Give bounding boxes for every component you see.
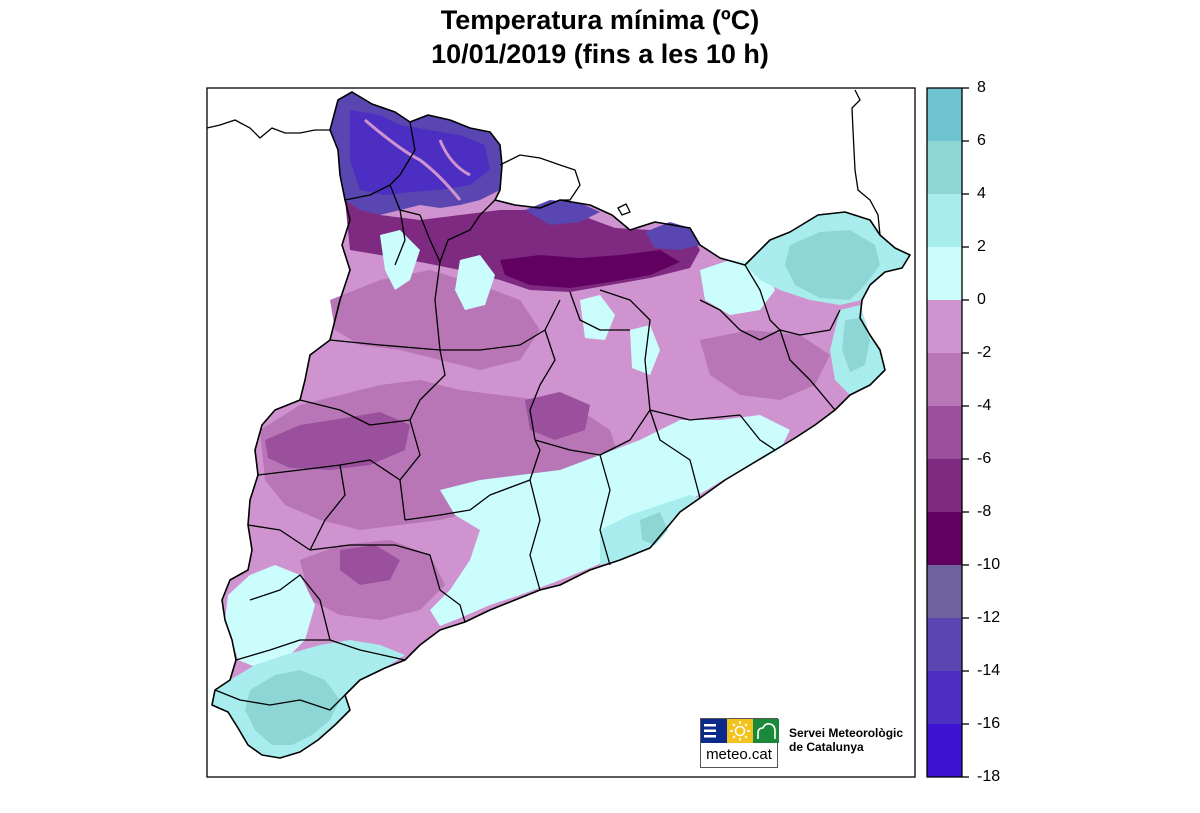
- zone-0-2: [380, 230, 420, 290]
- comarca-border: [309, 464, 346, 551]
- colorbar-tick-label: 4: [977, 185, 986, 202]
- comarca-border: [649, 409, 701, 499]
- zone-minus4-minus6: [525, 392, 590, 440]
- comarca-border: [247, 524, 311, 551]
- colorbar-tick-label: -18: [977, 768, 1001, 785]
- colorbar-tick-label: -12: [977, 609, 1001, 626]
- comarca-border: [344, 184, 406, 266]
- comarca-border: [409, 299, 446, 421]
- colorbar-tick-label: -8: [977, 503, 992, 520]
- colorbar-bin: [927, 88, 962, 141]
- comarca-border: [529, 479, 541, 591]
- comarca-borders: [214, 121, 841, 711]
- colorbar-tick-label: 0: [977, 291, 986, 308]
- zone-0-2: [455, 255, 495, 310]
- zone-0-2: [630, 325, 660, 375]
- zone-4-6: [785, 230, 880, 300]
- logo-text: meteo.cat: [706, 746, 772, 763]
- zone-0-2: [430, 415, 790, 626]
- zone-canigo-peaks: [645, 222, 700, 250]
- zone-minus4-minus6: [340, 545, 400, 585]
- comarca-border: [599, 454, 611, 566]
- france-spain-border-west: [206, 119, 330, 139]
- colorbar-tick-label: -6: [977, 450, 992, 467]
- zone-minus8-minus10: [500, 250, 680, 288]
- map-subtitle-date: 10/01/2019 (fins a les 10 h): [431, 39, 769, 69]
- llivia-enclave: [617, 203, 631, 216]
- colorbar-tick-label: -2: [977, 344, 992, 361]
- colorbar-tick-label: 6: [977, 132, 986, 149]
- colorbar-tick-label: -14: [977, 662, 1001, 679]
- colorbar-bin: [927, 512, 962, 565]
- colorbar-tick-label: 2: [977, 238, 986, 255]
- comarca-border: [439, 589, 466, 623]
- colorbar-tick-label: -10: [977, 556, 1001, 573]
- comarca-border: [599, 289, 741, 421]
- organization-line1: Servei Meteorològic: [789, 726, 904, 740]
- comarca-border: [569, 291, 630, 331]
- comarca-border: [699, 299, 781, 341]
- comarca-border: [779, 329, 836, 411]
- comarca-border: [404, 439, 541, 521]
- colorbar-bin: [927, 406, 962, 459]
- neighbour-borders: [206, 89, 881, 236]
- colorbar-bin: [927, 353, 962, 406]
- comarca-border: [399, 209, 441, 301]
- organization-name: Servei Meteorològic de Catalunya: [789, 726, 903, 754]
- map-title: Temperatura mínima (ºC): [440, 5, 760, 35]
- catalonia-outline: [211, 91, 911, 759]
- comarca-border: [389, 121, 416, 186]
- colorbar-frame: [926, 87, 963, 778]
- colorbar-bin: [927, 141, 962, 194]
- logo-sun-icon: [727, 719, 753, 743]
- logo-waves-icon: [701, 719, 727, 743]
- zone-high-pyrenees-deep: [350, 110, 490, 195]
- zone-minus2-minus4: [700, 330, 830, 400]
- comarca-border: [739, 414, 776, 451]
- zone-0-2: [580, 295, 615, 340]
- zone-4-6: [245, 670, 340, 745]
- colorbar-bin: [927, 459, 962, 512]
- france-coast: [851, 89, 881, 236]
- comarca-border: [309, 544, 441, 591]
- colorbar-bin: [927, 300, 962, 353]
- comarca-border: [399, 419, 421, 521]
- comarca-border: [249, 574, 406, 661]
- colorbar-tick-label: -16: [977, 715, 1001, 732]
- catalonia-territory: [211, 91, 911, 759]
- comarca-border: [329, 339, 441, 351]
- zone-4-6: [640, 512, 668, 545]
- colorbar-tick-label: -4: [977, 397, 992, 414]
- colorbar: [926, 87, 969, 778]
- comarca-border: [440, 299, 561, 351]
- comarca-border: [214, 689, 346, 711]
- logo-cloud-icon: [753, 719, 779, 743]
- colorbar-tick-label: 8: [977, 79, 986, 96]
- colorbar-bin: [927, 565, 962, 618]
- colorbar-bin: [927, 671, 962, 724]
- meteocat-logo: meteo.cat: [700, 718, 779, 768]
- comarca-border: [529, 329, 556, 441]
- zone-4-6: [842, 318, 870, 372]
- colorbar-bin: [927, 247, 962, 300]
- andorra-border: [499, 154, 581, 201]
- colorbar-bin: [927, 724, 962, 777]
- zone-valley-lines: [364, 118, 471, 201]
- comarca-border: [299, 399, 411, 426]
- organization-line2: de Catalunya: [789, 740, 864, 754]
- comarca-border: [235, 639, 330, 661]
- zone-minus4-minus6: [265, 412, 410, 470]
- colorbar-bin: [927, 194, 962, 247]
- colorbar-bin: [927, 618, 962, 671]
- comarca-border: [439, 199, 496, 263]
